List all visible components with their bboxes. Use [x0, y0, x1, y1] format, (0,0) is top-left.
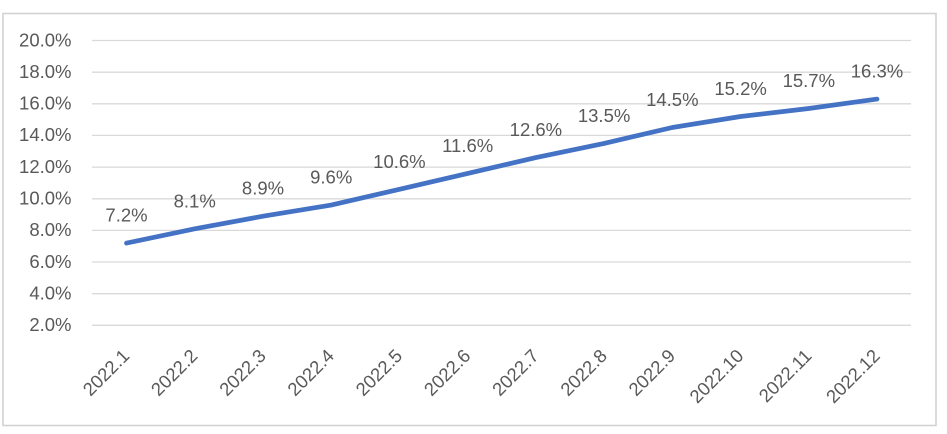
svg-text:15.2%: 15.2%: [714, 78, 766, 99]
svg-text:7.2%: 7.2%: [105, 205, 147, 226]
svg-text:16.0%: 16.0%: [19, 93, 71, 114]
svg-text:6.0%: 6.0%: [29, 251, 71, 272]
svg-text:8.1%: 8.1%: [174, 190, 216, 211]
svg-text:11.6%: 11.6%: [442, 135, 493, 156]
svg-text:8.0%: 8.0%: [29, 219, 71, 240]
svg-text:12.6%: 12.6%: [510, 119, 562, 140]
svg-text:8.9%: 8.9%: [242, 178, 284, 199]
svg-text:9.6%: 9.6%: [310, 167, 352, 188]
svg-text:14.0%: 14.0%: [19, 124, 71, 145]
svg-text:10.0%: 10.0%: [19, 188, 71, 209]
svg-text:16.3%: 16.3%: [851, 61, 903, 82]
svg-text:12.0%: 12.0%: [19, 156, 71, 177]
svg-text:4.0%: 4.0%: [29, 283, 71, 304]
svg-text:10.6%: 10.6%: [373, 151, 425, 172]
svg-text:20.0%: 20.0%: [19, 29, 71, 50]
svg-text:18.0%: 18.0%: [19, 61, 71, 82]
svg-text:13.5%: 13.5%: [578, 105, 630, 126]
svg-text:14.5%: 14.5%: [646, 89, 698, 110]
svg-text:15.7%: 15.7%: [783, 70, 835, 91]
svg-text:2.0%: 2.0%: [29, 314, 71, 335]
